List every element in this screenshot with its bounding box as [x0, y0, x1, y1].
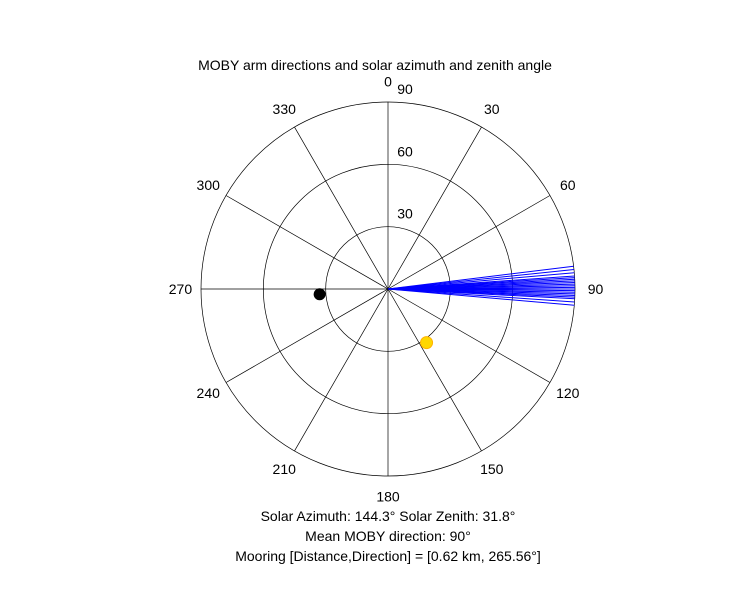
- radial-tick-label: 90: [397, 81, 413, 97]
- angular-spokes: [201, 102, 575, 476]
- grid-spoke: [294, 288, 389, 452]
- angular-tick-label: 330: [273, 101, 297, 117]
- moby-arm-lines: [387, 265, 575, 306]
- mooring-marker: [313, 288, 326, 301]
- angular-tick-label: 270: [169, 281, 193, 297]
- mean-direction-label: Mean MOBY direction: 90°: [305, 528, 471, 544]
- sun-marker: [420, 336, 434, 350]
- angular-tick-label: 30: [484, 101, 500, 117]
- grid-spoke: [387, 195, 551, 290]
- mooring-label: Mooring [Distance,Direction] = [0.62 km,…: [235, 548, 541, 564]
- chart-markers: [313, 288, 434, 350]
- moby-arm-line: [387, 272, 575, 290]
- angular-tick-label: 90: [588, 281, 604, 297]
- angular-tick-label: 240: [197, 385, 221, 401]
- grid-spoke: [387, 126, 482, 290]
- angular-tick-label: 120: [556, 385, 580, 401]
- radial-tick-label: 60: [397, 143, 413, 159]
- moby-arm-line: [387, 288, 575, 303]
- grid-spoke: [225, 288, 389, 383]
- grid-spoke: [387, 288, 551, 383]
- angular-tick-label: 210: [273, 461, 297, 477]
- radial-tick-labels: 30 60 90: [397, 81, 413, 222]
- moby-arm-line: [387, 268, 575, 290]
- moby-arm-line: [387, 265, 574, 290]
- grid-spoke: [387, 288, 482, 452]
- solar-angles-label: Solar Azimuth: 144.3° Solar Zenith: 31.8…: [260, 508, 516, 524]
- angular-tick-label: 150: [480, 461, 504, 477]
- angular-tick-labels: 0 30 60 90 120 150 180 210 240 270 300 330: [169, 73, 604, 504]
- radial-tick-label: 30: [397, 206, 413, 222]
- angular-tick-label: 300: [197, 177, 221, 193]
- moby-arm-line: [387, 288, 575, 300]
- angular-tick-label: 180: [376, 489, 400, 505]
- grid-spoke: [225, 195, 389, 290]
- angular-tick-label: 0: [384, 73, 392, 89]
- moby-arm-line: [387, 288, 575, 306]
- chart-title: MOBY arm directions and solar azimuth an…: [198, 57, 552, 73]
- angular-tick-label: 60: [560, 177, 576, 193]
- grid-spoke: [294, 126, 389, 290]
